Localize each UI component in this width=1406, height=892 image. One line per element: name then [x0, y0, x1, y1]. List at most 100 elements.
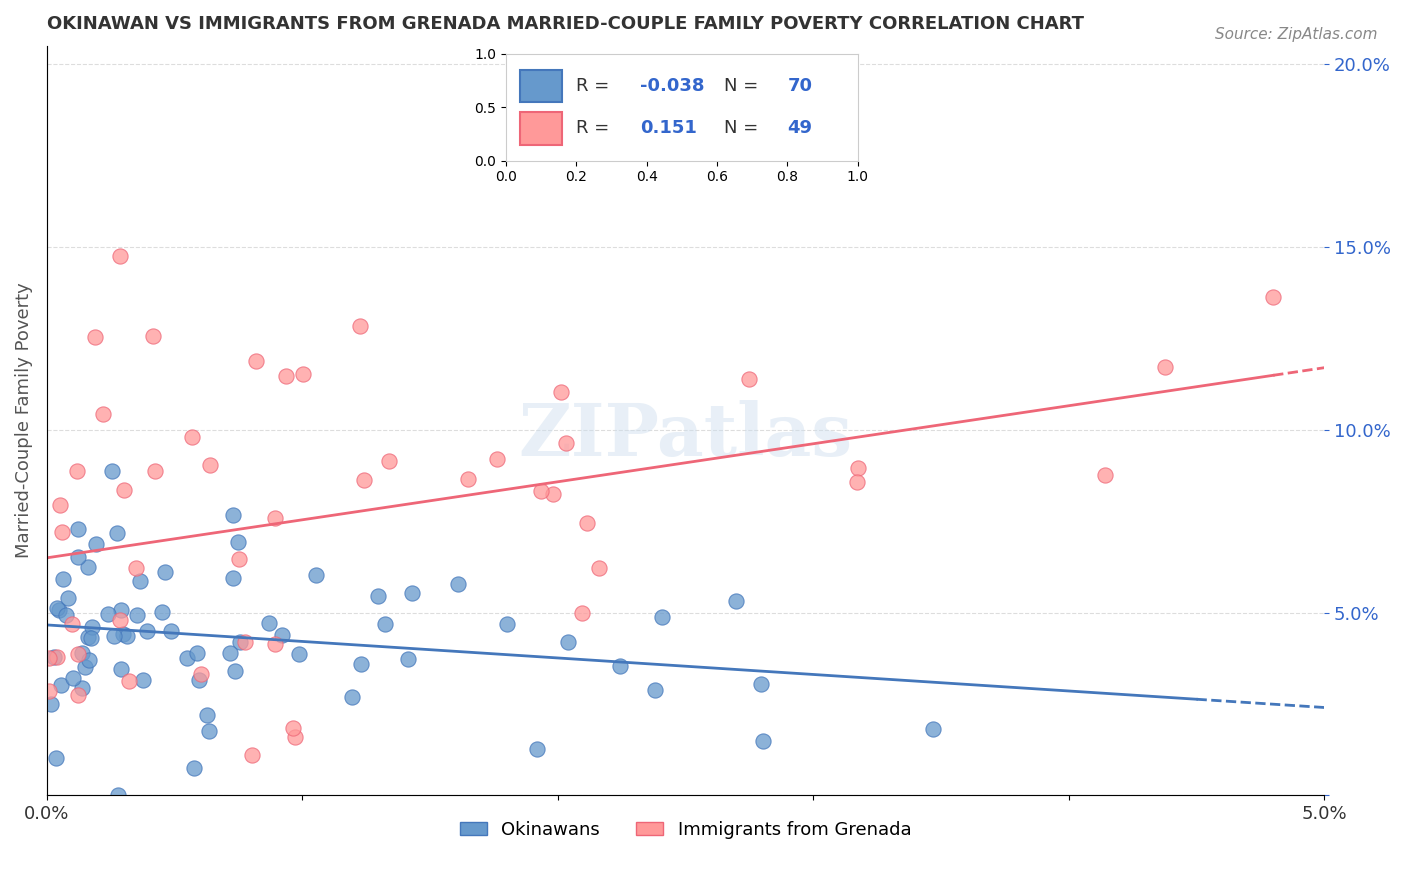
- Okinawans: [305, 567, 328, 582]
- Text: N =: N =: [724, 120, 763, 137]
- Okinawans: [70, 646, 93, 660]
- Immigrants from Grenada: [91, 407, 114, 421]
- Immigrants from Grenada: [143, 463, 166, 477]
- Immigrants from Grenada: [198, 458, 221, 473]
- Immigrants from Grenada: [60, 617, 83, 632]
- Immigrants from Grenada: [378, 454, 401, 468]
- Immigrants from Grenada: [245, 354, 267, 368]
- Okinawans: [107, 789, 129, 803]
- Okinawans: [77, 631, 100, 645]
- Immigrants from Grenada: [263, 637, 285, 651]
- Okinawans: [56, 591, 79, 605]
- Okinawans: [45, 600, 67, 615]
- Okinawans: [195, 707, 218, 722]
- Immigrants from Grenada: [575, 516, 598, 531]
- Immigrants from Grenada: [83, 330, 105, 344]
- Text: R =: R =: [576, 77, 616, 95]
- Text: OKINAWAN VS IMMIGRANTS FROM GRENADA MARRIED-COUPLE FAMILY POVERTY CORRELATION CH: OKINAWAN VS IMMIGRANTS FROM GRENADA MARR…: [46, 15, 1084, 33]
- Okinawans: [447, 577, 470, 591]
- Legend: Okinawans, Immigrants from Grenada: Okinawans, Immigrants from Grenada: [453, 814, 918, 847]
- Okinawans: [496, 617, 519, 632]
- Okinawans: [222, 508, 245, 522]
- Okinawans: [110, 603, 132, 617]
- Immigrants from Grenada: [66, 689, 89, 703]
- Immigrants from Grenada: [846, 475, 869, 489]
- Okinawans: [609, 659, 631, 673]
- Okinawans: [526, 741, 548, 756]
- Immigrants from Grenada: [49, 498, 72, 512]
- Okinawans: [77, 653, 100, 667]
- Okinawans: [724, 593, 747, 607]
- Okinawans: [921, 723, 943, 737]
- Okinawans: [82, 620, 104, 634]
- Okinawans: [75, 659, 97, 673]
- Okinawans: [117, 629, 139, 643]
- Immigrants from Grenada: [264, 511, 287, 525]
- Text: N =: N =: [724, 77, 763, 95]
- Okinawans: [176, 651, 198, 665]
- Immigrants from Grenada: [457, 472, 479, 486]
- Immigrants from Grenada: [108, 249, 131, 263]
- Immigrants from Grenada: [571, 606, 593, 620]
- Okinawans: [97, 607, 120, 621]
- Okinawans: [48, 602, 70, 616]
- Okinawans: [110, 662, 132, 676]
- Immigrants from Grenada: [112, 483, 135, 498]
- Okinawans: [183, 761, 205, 775]
- Immigrants from Grenada: [555, 435, 578, 450]
- Okinawans: [350, 657, 373, 672]
- Okinawans: [52, 573, 75, 587]
- Immigrants from Grenada: [283, 721, 305, 735]
- Immigrants from Grenada: [228, 552, 250, 566]
- Okinawans: [401, 586, 423, 600]
- Okinawans: [105, 525, 128, 540]
- Okinawans: [186, 646, 208, 660]
- Immigrants from Grenada: [240, 747, 263, 762]
- Immigrants from Grenada: [846, 461, 869, 475]
- Immigrants from Grenada: [235, 634, 257, 648]
- Okinawans: [367, 589, 389, 603]
- Okinawans: [132, 673, 155, 687]
- Immigrants from Grenada: [51, 524, 73, 539]
- Immigrants from Grenada: [38, 651, 60, 665]
- Okinawans: [55, 607, 77, 622]
- Text: R =: R =: [576, 120, 616, 137]
- Immigrants from Grenada: [541, 486, 564, 500]
- Okinawans: [80, 631, 103, 645]
- Okinawans: [100, 465, 122, 479]
- Immigrants from Grenada: [550, 385, 572, 400]
- Text: 70: 70: [787, 77, 813, 95]
- Immigrants from Grenada: [142, 329, 165, 343]
- Okinawans: [129, 574, 152, 588]
- Immigrants from Grenada: [353, 474, 375, 488]
- Text: ZIPatlas: ZIPatlas: [519, 400, 852, 471]
- Okinawans: [271, 628, 294, 642]
- Immigrants from Grenada: [190, 667, 212, 681]
- Okinawans: [45, 750, 67, 764]
- Immigrants from Grenada: [45, 650, 67, 665]
- Immigrants from Grenada: [284, 730, 307, 744]
- Okinawans: [749, 677, 772, 691]
- Okinawans: [152, 605, 174, 619]
- Okinawans: [39, 697, 62, 711]
- Okinawans: [651, 610, 673, 624]
- Okinawans: [224, 664, 246, 678]
- Okinawans: [155, 566, 177, 580]
- Okinawans: [229, 634, 252, 648]
- Text: -0.038: -0.038: [640, 77, 704, 95]
- Okinawans: [62, 671, 84, 685]
- Y-axis label: Married-Couple Family Poverty: Married-Couple Family Poverty: [15, 283, 32, 558]
- Immigrants from Grenada: [588, 560, 610, 574]
- Okinawans: [49, 678, 72, 692]
- Okinawans: [340, 690, 363, 704]
- Okinawans: [222, 571, 245, 585]
- Immigrants from Grenada: [486, 451, 509, 466]
- Okinawans: [257, 616, 280, 631]
- Immigrants from Grenada: [181, 430, 204, 444]
- Okinawans: [557, 635, 579, 649]
- Immigrants from Grenada: [349, 318, 371, 333]
- Immigrants from Grenada: [1094, 468, 1116, 483]
- Okinawans: [197, 724, 219, 739]
- Immigrants from Grenada: [67, 647, 90, 661]
- Okinawans: [396, 652, 419, 666]
